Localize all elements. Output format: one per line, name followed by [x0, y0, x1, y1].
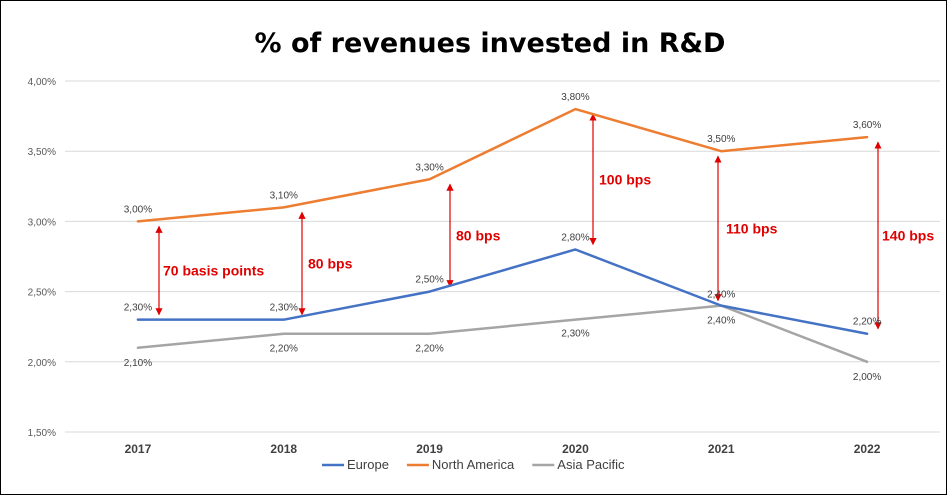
annotation-label: 80 bps — [308, 256, 353, 272]
data-label: 3,50% — [707, 134, 735, 145]
data-label: 2,30% — [561, 329, 589, 340]
gridlines — [65, 80, 940, 433]
series-lines — [136, 107, 869, 364]
x-tick-label: 2021 — [708, 442, 735, 456]
series-line-europe — [136, 248, 869, 335]
data-label: 2,40% — [707, 316, 735, 327]
data-labels: 2,30% 2,30% 2,50% 2,80% 2,40% 2,20% 3,00% 3,10%… — [124, 92, 882, 383]
data-label: 2,20% — [415, 344, 443, 355]
data-label: 2,00% — [853, 372, 881, 383]
y-tick-label: 3,50% — [28, 147, 56, 158]
y-axis-ticks: 1,50% 2,00% 2,50% 3,00% 3,50% 4,00% — [28, 77, 56, 439]
legend-label: Europe — [347, 457, 389, 472]
annotations: 70 basis points 80 bps 80 bps 100 bps 110 bp… — [155, 113, 934, 330]
data-label: 2,50% — [415, 275, 443, 286]
data-label: 3,80% — [561, 92, 589, 103]
data-label: 2,30% — [270, 303, 298, 314]
legend-label: Asia Pacific — [557, 457, 625, 472]
y-tick-label: 2,00% — [28, 358, 56, 369]
data-label: 3,30% — [415, 162, 443, 173]
annotation-label: 100 bps — [599, 171, 651, 187]
x-axis-ticks: 2017 2018 2019 2020 2021 2022 — [125, 442, 881, 456]
x-tick-label: 2022 — [854, 442, 881, 456]
annotation-label: 110 bps — [726, 220, 778, 236]
legend-label: North America — [432, 457, 515, 472]
x-tick-label: 2017 — [125, 442, 152, 456]
data-label: 3,10% — [270, 190, 298, 201]
y-tick-label: 2,50% — [28, 288, 56, 299]
y-tick-label: 3,00% — [28, 217, 56, 228]
annotation-label: 70 basis points — [163, 263, 264, 279]
legend: Europe North America Asia Pacific — [322, 457, 625, 472]
data-label: 3,60% — [853, 120, 881, 131]
annotation-label: 80 bps — [456, 227, 501, 243]
chart-title: % of revenues invested in R&D — [255, 28, 726, 59]
data-label: 2,20% — [270, 344, 298, 355]
data-label: 2,80% — [561, 232, 589, 243]
series-line-north-america — [136, 107, 869, 223]
x-tick-label: 2019 — [416, 442, 443, 456]
data-label: 2,40% — [707, 290, 735, 301]
data-label: 2,20% — [853, 317, 881, 328]
x-tick-label: 2020 — [562, 442, 589, 456]
y-tick-label: 1,50% — [28, 428, 56, 439]
series-line-asia-pacific — [136, 304, 869, 364]
data-label: 2,30% — [124, 303, 152, 314]
annotation-label: 140 bps — [882, 227, 934, 243]
data-label: 2,10% — [124, 358, 152, 369]
data-label: 3,00% — [124, 204, 152, 215]
x-tick-label: 2018 — [270, 442, 297, 456]
y-tick-label: 4,00% — [28, 77, 56, 88]
